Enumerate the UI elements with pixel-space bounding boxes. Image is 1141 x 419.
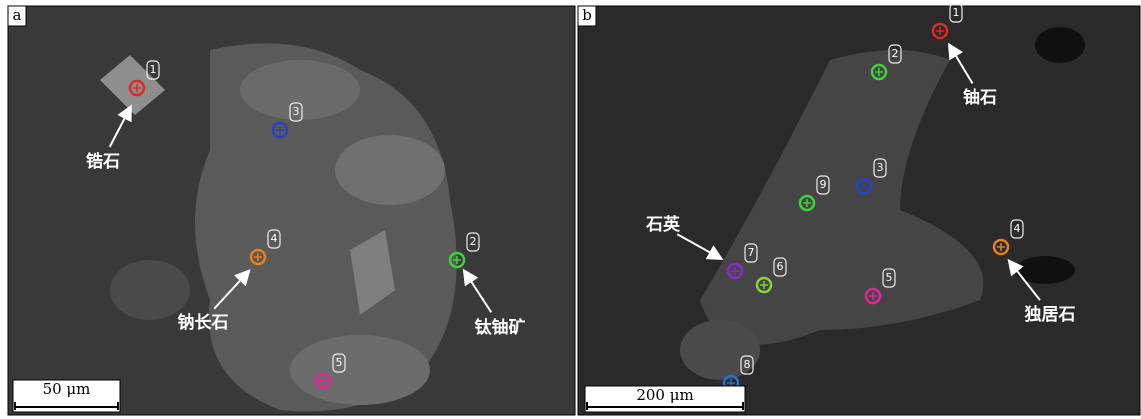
panel-label: b bbox=[582, 6, 592, 24]
spot-number: 1 bbox=[150, 63, 157, 76]
panel-label: a bbox=[13, 6, 22, 24]
mineral-label: 铀石 bbox=[963, 87, 997, 108]
spot-number: 5 bbox=[886, 271, 893, 284]
spot-number: 6 bbox=[777, 260, 784, 273]
spot-number: 4 bbox=[1014, 222, 1021, 235]
spot-number: 3 bbox=[877, 161, 884, 174]
spot-number: 1 bbox=[953, 6, 960, 19]
mineral-label: 锆石 bbox=[86, 151, 120, 172]
spot-number: 7 bbox=[748, 246, 755, 259]
mineral-label: 独居石 bbox=[1025, 304, 1076, 325]
mineral-label: 钛铀矿 bbox=[475, 317, 526, 338]
spot-number: 8 bbox=[744, 358, 751, 371]
mineral-label: 石英 bbox=[645, 214, 681, 235]
spot-number: 9 bbox=[820, 178, 827, 191]
spot-number: 2 bbox=[892, 47, 899, 60]
spot-number: 4 bbox=[271, 232, 278, 245]
spot-number: 5 bbox=[336, 356, 343, 369]
mineral-label: 钠长石 bbox=[178, 312, 229, 333]
micrograph-a bbox=[8, 6, 575, 415]
micrograph-b bbox=[578, 6, 1140, 415]
scale-bar-label: 50 μm bbox=[43, 380, 91, 398]
figure: a 1 3 4 2 5 锆石钠长石 钛铀矿 50 μm b 1 2 3 9 4 7 6 5 8 铀石石英独居石 200 … bbox=[0, 0, 1141, 419]
spot-number: 2 bbox=[470, 235, 477, 248]
page: {"panels": [ {"label": "a", "scale_bar":… bbox=[0, 0, 1141, 419]
scale-bar-label: 200 μm bbox=[636, 386, 693, 404]
spot-number: 3 bbox=[293, 105, 300, 118]
